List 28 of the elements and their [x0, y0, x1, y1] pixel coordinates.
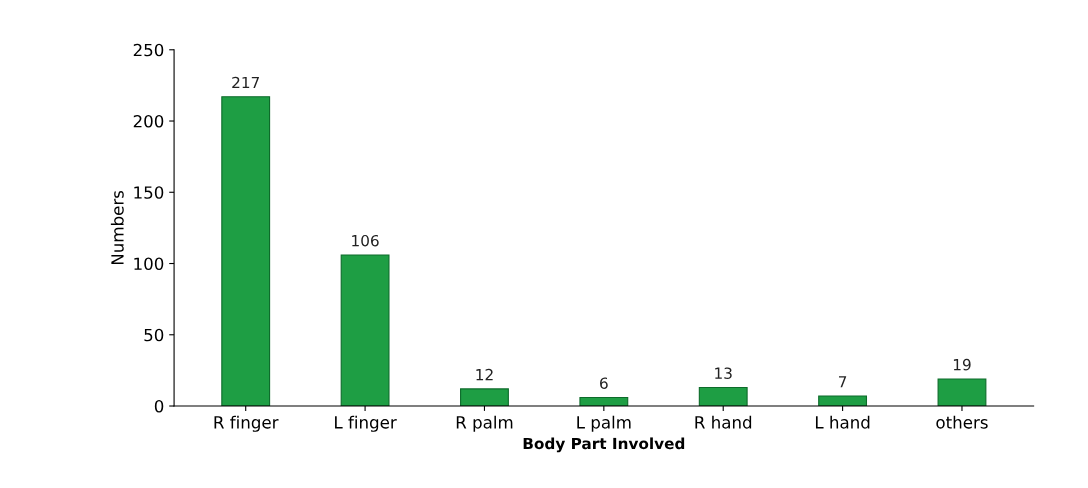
data-label: 6 — [600, 377, 608, 389]
data-label: 106 — [352, 234, 379, 247]
x-axis-title: Body Part Involved — [523, 437, 685, 453]
data-label: 217 — [232, 76, 259, 89]
x-tick-label: L palm — [577, 415, 631, 432]
data-label: 7 — [838, 376, 847, 388]
y-axis-title: Numbers — [110, 190, 124, 265]
bar — [340, 254, 390, 407]
y-tick-label: 0 — [154, 399, 164, 413]
y-tick-label: 250 — [133, 43, 164, 57]
x-tick-label: R hand — [695, 415, 752, 429]
y-tick-label: 100 — [134, 257, 164, 271]
x-tick-label: L finger — [335, 415, 397, 432]
x-tick-label: others — [936, 415, 988, 429]
x-tick-label: R palm — [456, 415, 513, 432]
y-tick-label: 200 — [133, 114, 164, 128]
x-tick-label: R finger — [214, 415, 279, 432]
bar — [460, 388, 509, 407]
bar — [698, 386, 748, 407]
bar — [937, 378, 987, 407]
bar — [221, 96, 271, 407]
bar — [818, 395, 868, 407]
y-tick-label: 50 — [144, 328, 164, 342]
data-label: 19 — [953, 358, 971, 371]
x-tick-label: L hand — [815, 415, 870, 429]
data-label: 13 — [715, 367, 732, 379]
data-label: 12 — [476, 368, 493, 381]
y-tick-label: 150 — [134, 186, 164, 199]
